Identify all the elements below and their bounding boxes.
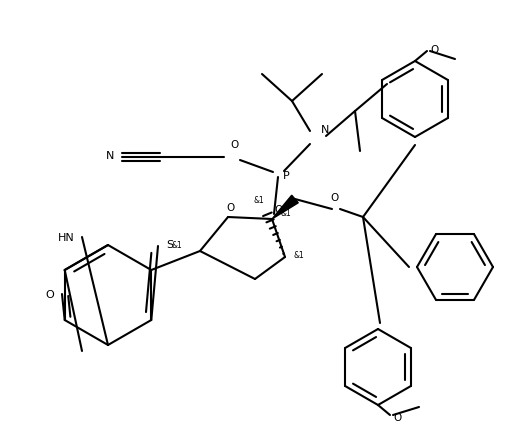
- Text: N: N: [106, 151, 114, 161]
- Text: S: S: [166, 239, 173, 249]
- Text: O: O: [226, 202, 234, 213]
- Text: O: O: [330, 193, 338, 202]
- Text: O: O: [45, 289, 54, 299]
- Text: P: P: [283, 170, 290, 181]
- Text: O: O: [430, 45, 438, 55]
- Text: N: N: [321, 125, 329, 135]
- Polygon shape: [272, 196, 298, 219]
- Text: &1: &1: [253, 196, 264, 204]
- Text: O: O: [393, 412, 401, 422]
- Text: &1: &1: [293, 251, 304, 260]
- Text: &1: &1: [280, 209, 291, 218]
- Text: O: O: [230, 140, 238, 150]
- Text: &1: &1: [171, 241, 182, 250]
- Text: HN: HN: [58, 233, 75, 242]
- Text: O: O: [274, 204, 282, 215]
